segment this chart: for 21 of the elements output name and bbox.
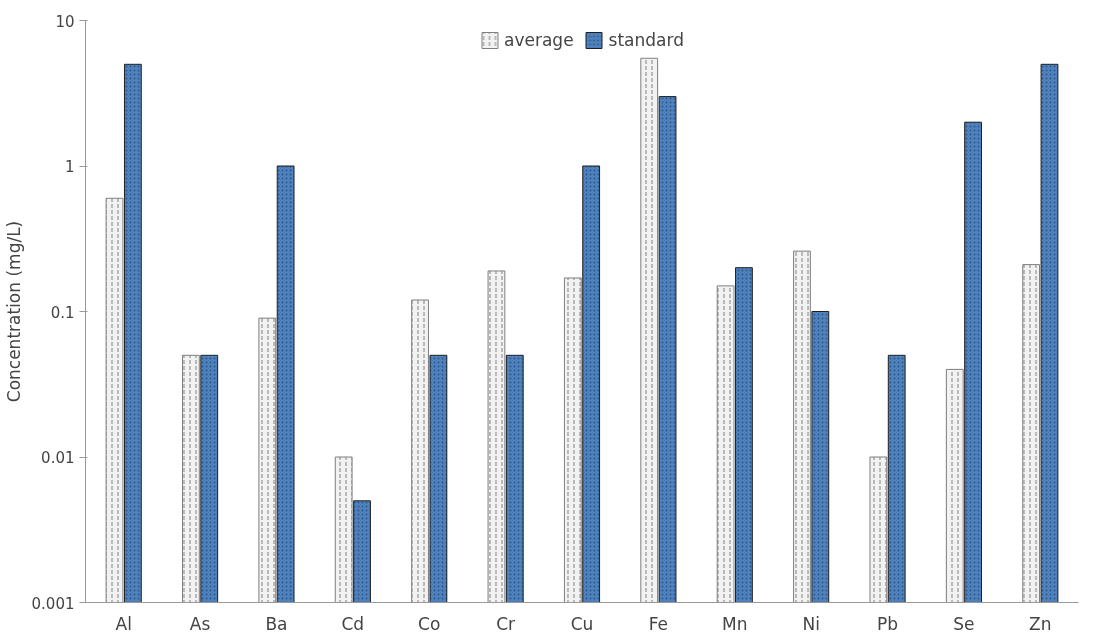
y-tick-label: 1	[64, 158, 75, 176]
x-tick-label: Ni	[802, 613, 820, 634]
x-tick-label: Co	[418, 613, 441, 634]
x-tick-label: Al	[115, 613, 132, 634]
y-tick-label: 10	[55, 12, 75, 31]
legend-label: standard	[608, 30, 684, 50]
y-tick-label: 0.1	[50, 303, 75, 322]
x-tick-label: Mn	[722, 613, 748, 634]
x-tick-label: Pb	[877, 613, 899, 634]
y-axis-title: Concentration (mg/L)	[3, 220, 24, 403]
x-tick-label: As	[189, 613, 211, 634]
x-tick-label: Cu	[570, 613, 594, 634]
x-tick-label: Fe	[648, 613, 669, 634]
x-tick-label: Se	[953, 613, 975, 634]
x-tick-label: Cd	[341, 613, 365, 634]
x-tick-label: Ba	[265, 613, 288, 634]
y-tick-label: 0.001	[31, 594, 75, 613]
legend-label: average	[504, 30, 574, 50]
x-tick-label: Zn	[1029, 613, 1052, 634]
y-tick-label: 0.01	[41, 449, 75, 467]
x-tick-label: Cr	[496, 613, 516, 634]
